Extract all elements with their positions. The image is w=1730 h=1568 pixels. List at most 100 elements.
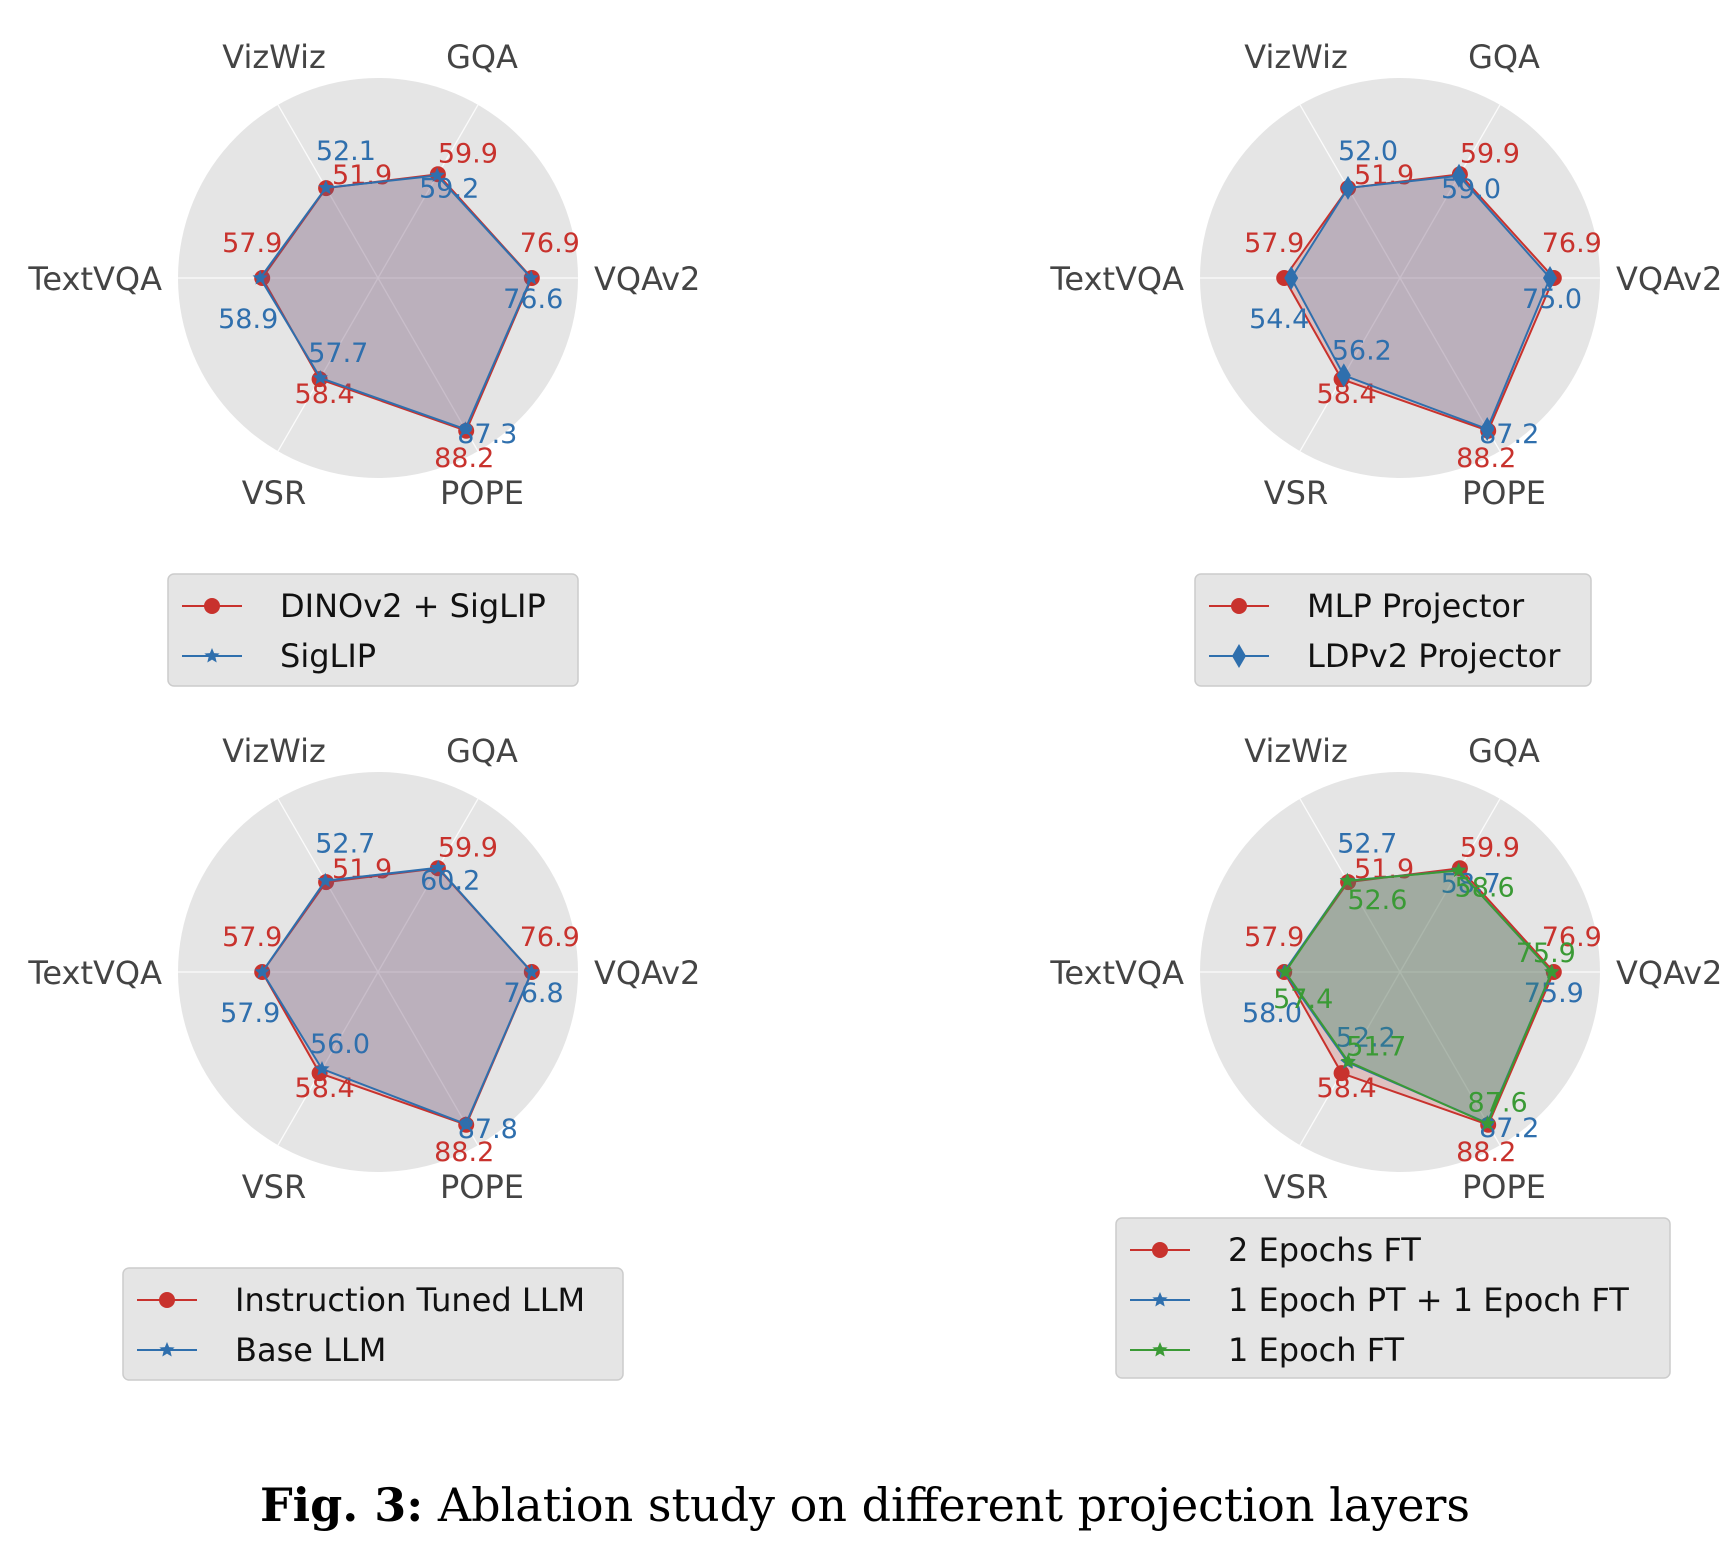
data-point-textvqa	[252, 270, 268, 285]
data-label-vqav2: 76.8	[504, 978, 564, 1009]
data-label-gqa: 59.9	[1460, 138, 1520, 169]
radar-spoke-vsr	[277, 277, 379, 452]
data-label-vizwiz: 52.0	[1338, 136, 1398, 167]
data-point-pope	[1480, 417, 1495, 442]
legend-box	[122, 1267, 624, 1381]
legend-box	[1115, 1217, 1671, 1379]
legend-item: LDPv2 Projector	[1209, 637, 1561, 675]
axis-label-vsr: VSR	[1264, 1168, 1328, 1206]
data-label-vqav2: 76.9	[520, 228, 580, 259]
data-label-textvqa: 58.9	[218, 304, 278, 335]
data-point-vsr	[1336, 363, 1351, 388]
data-label-gqa: 60.2	[420, 866, 480, 897]
axis-label-textvqa: TextVQA	[1049, 260, 1184, 298]
legend-label: 1 Epoch PT + 1 Epoch FT	[1228, 1281, 1629, 1319]
legend-label: MLP Projector	[1307, 587, 1525, 625]
legend-marker	[204, 598, 220, 614]
data-label-pope: 87.3	[457, 419, 517, 450]
data-point-vizwiz	[317, 872, 333, 888]
axis-label-vqav2: VQAv2	[1616, 954, 1722, 992]
axis-label-vqav2: VQAv2	[1616, 260, 1722, 298]
radar-chart-1: 59.976.988.258.457.951.9 59.276.687.357.7…	[27, 38, 700, 687]
axis-label-textvqa: TextVQA	[27, 954, 162, 992]
data-label-vqav2: 75.0	[1522, 284, 1582, 315]
axis-label-vizwiz: VizWiz	[222, 38, 326, 76]
legend-label: SigLIP	[280, 637, 376, 675]
radar-spoke-gqa	[1399, 798, 1501, 973]
axis-label-vqav2: VQAv2	[594, 260, 700, 298]
legend-item: DINOv2 + SigLIP	[182, 587, 546, 625]
axis-label-gqa: GQA	[446, 38, 518, 76]
data-label-textvqa: 57.9	[222, 922, 282, 953]
data-label-gqa: 59.9	[438, 138, 498, 169]
radar-chart-2: 59.976.988.258.457.951.9 59.075.087.256.2…	[1049, 38, 1722, 687]
data-point-gqa	[1452, 163, 1466, 188]
legend-item: SigLIP	[182, 637, 376, 675]
legend-marker	[1152, 1242, 1168, 1258]
legend-label: LDPv2 Projector	[1307, 637, 1561, 675]
data-point-gqa	[1450, 862, 1467, 877]
radar-spoke-pope	[377, 971, 479, 1146]
data-point-textvqa	[254, 964, 270, 979]
data-label-pope: 88.2	[434, 443, 494, 474]
data-label-gqa: 59.9	[1460, 832, 1520, 863]
data-point-vsr	[1340, 1053, 1356, 1069]
axis-label-vqav2: VQAv2	[594, 954, 700, 992]
data-point-vizwiz	[318, 179, 334, 195]
series-fill	[1291, 175, 1550, 430]
legend-item: Base LLM	[137, 1331, 386, 1369]
radar-spoke-pope	[377, 277, 479, 452]
axis-label-pope: POPE	[440, 1168, 524, 1206]
axis-label-vizwiz: VizWiz	[1244, 38, 1348, 76]
data-label-vizwiz: 52.1	[316, 136, 376, 167]
data-label-vsr: 58.4	[295, 379, 355, 410]
legend-item: Instruction Tuned LLM	[137, 1281, 585, 1319]
legend-item: 2 Epochs FT	[1130, 1231, 1421, 1269]
data-label-textvqa: 57.9	[222, 228, 282, 259]
radar-spoke-gqa	[377, 798, 479, 973]
data-label-vqav2: 76.9	[520, 922, 580, 953]
data-label-vsr: 51.7	[1346, 1032, 1406, 1063]
data-point-vsr	[1333, 1065, 1350, 1082]
data-label-textvqa: 57.9	[220, 998, 280, 1029]
legend-marker	[1152, 1342, 1168, 1357]
axis-label-textvqa: TextVQA	[1049, 954, 1184, 992]
data-label-vsr: 56.0	[310, 1029, 370, 1060]
data-point-gqa	[430, 859, 446, 875]
series-1-epoch-ft: 58.6 75.9 87.6 51.7 57.4 52.6	[1273, 862, 1576, 1131]
data-point-pope	[1479, 1115, 1496, 1131]
radar-chart-4: 59.976.988.258.457.951.9 58.775.987.252.2…	[1049, 732, 1722, 1379]
series-base-llm: 60.2 76.8 87.8 56.0 57.9 52.7	[220, 829, 564, 1145]
data-point-gqa	[429, 167, 445, 182]
data-label-textvqa: 58.0	[1242, 998, 1302, 1029]
legend-item: MLP Projector	[1209, 587, 1525, 625]
data-point-pope	[457, 421, 473, 436]
caption-text: Ablation study on different projection l…	[437, 1478, 1471, 1532]
axis-label-vizwiz: VizWiz	[1244, 732, 1348, 770]
data-point-textvqa	[1284, 266, 1299, 290]
data-label-pope: 88.2	[1456, 1137, 1516, 1168]
legend-item: 1 Epoch FT	[1130, 1331, 1405, 1369]
data-label-textvqa: 57.9	[1244, 228, 1304, 259]
legend-marker	[159, 1342, 175, 1357]
radar-spoke-vsr	[277, 971, 379, 1146]
data-label-vsr: 57.7	[308, 338, 368, 369]
data-label-vqav2: 75.9	[1516, 938, 1576, 969]
legend: DINOv2 + SigLIP SigLIP	[167, 573, 579, 687]
axis-label-vizwiz: VizWiz	[222, 732, 326, 770]
radar-spoke-gqa	[1399, 104, 1501, 279]
series-fill	[260, 175, 532, 430]
axis-label-vsr: VSR	[1264, 474, 1328, 512]
data-label-pope: 88.2	[434, 1137, 494, 1168]
data-label-vsr: 52.2	[1336, 1022, 1396, 1053]
data-label-vsr: 58.4	[1317, 1073, 1377, 1104]
data-label-gqa: 59.0	[1441, 174, 1501, 205]
data-label-gqa: 58.6	[1455, 873, 1515, 904]
data-label-vqav2: 76.9	[1542, 922, 1602, 953]
data-label-textvqa: 54.4	[1249, 304, 1309, 335]
data-label-vizwiz: 52.7	[1337, 829, 1397, 860]
axis-label-vsr: VSR	[242, 474, 306, 512]
data-label-gqa: 59.2	[419, 173, 479, 204]
legend-label: 1 Epoch FT	[1228, 1331, 1405, 1369]
